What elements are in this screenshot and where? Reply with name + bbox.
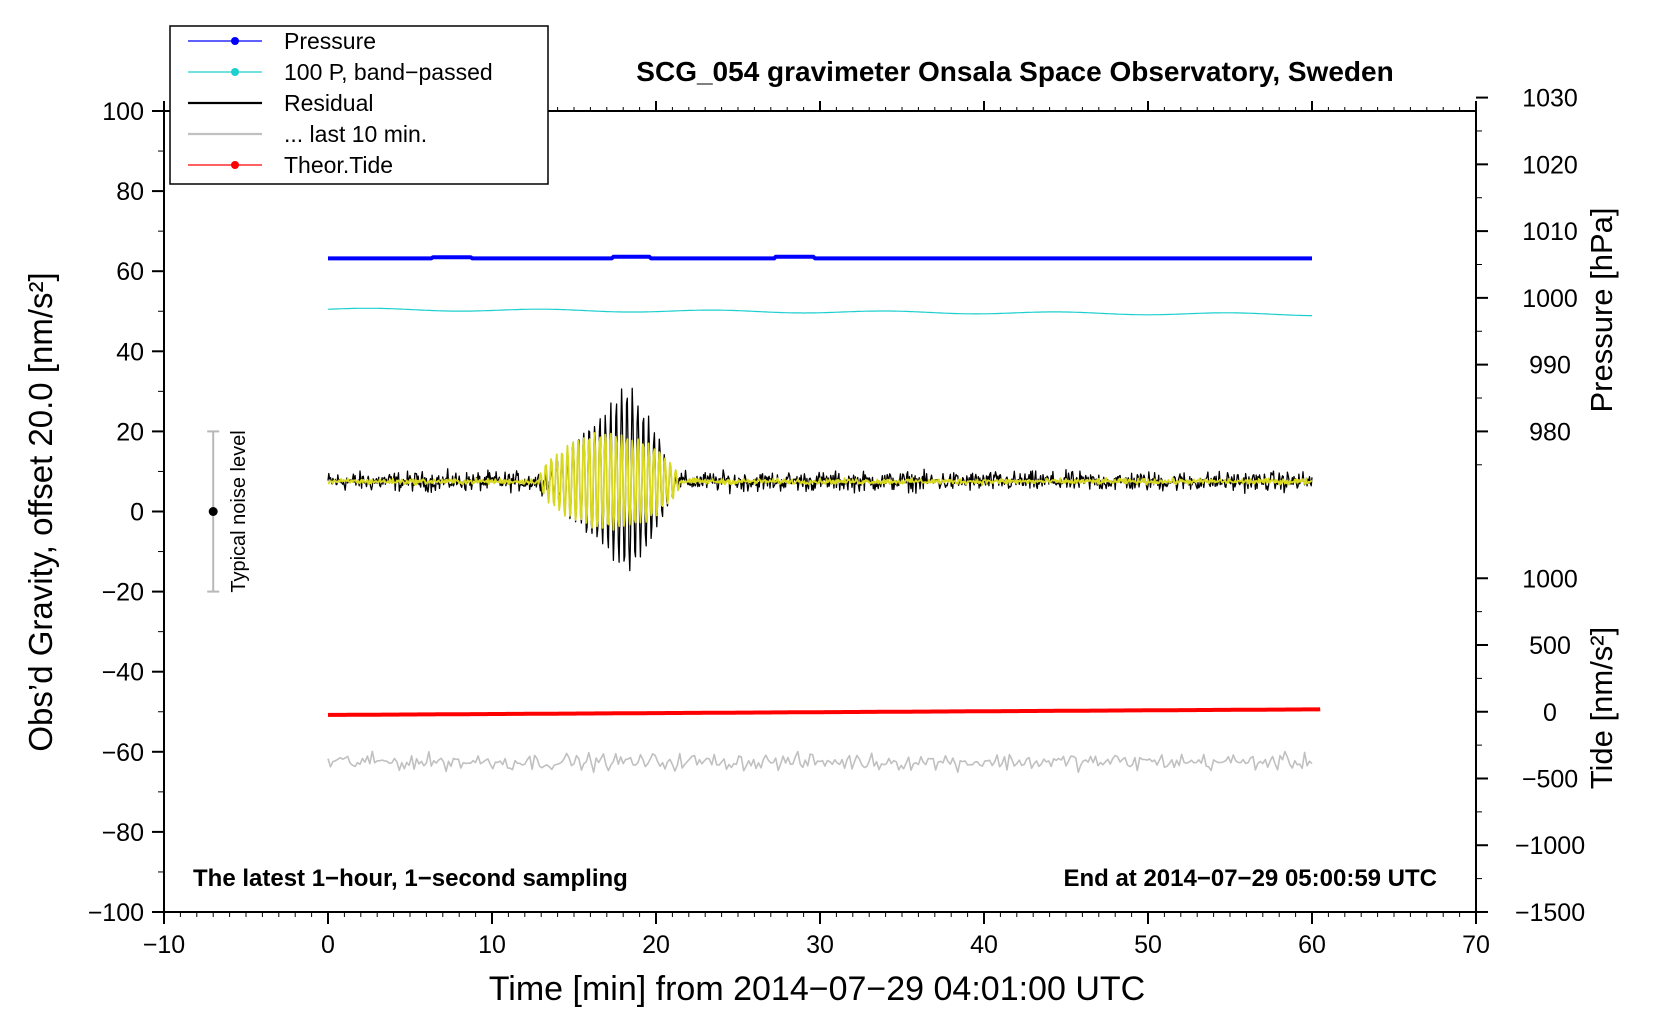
tide-tick-label: 0 (1543, 699, 1557, 727)
chart-title: SCG_054 gravimeter Onsala Space Observat… (636, 56, 1393, 87)
x-axis-label: Time [min] from 2014−07−29 04:01:00 UTC (489, 970, 1145, 1008)
pressure-tick-label: 1030 (1522, 85, 1578, 113)
y-tick-label: 80 (116, 178, 144, 206)
noise-bar-label: Typical noise level (228, 430, 250, 592)
pressure-tick-label: 1010 (1522, 218, 1578, 246)
pressure-tick-label: 1020 (1522, 151, 1578, 179)
x-tick-label: 40 (970, 931, 998, 959)
tide-tick-label: 1000 (1522, 565, 1578, 593)
y-tick-label: 0 (130, 499, 144, 527)
legend-box (169, 25, 549, 185)
legend-label: ... last 10 min. (284, 121, 427, 147)
legend-marker (231, 68, 239, 76)
tide-tick-label: −1500 (1515, 899, 1585, 927)
y-tick-label: 40 (116, 338, 144, 366)
legend-label: Theor.Tide (284, 152, 393, 178)
annotation-sampling: The latest 1−hour, 1−second sampling (193, 865, 628, 892)
tide-tick-label: 500 (1529, 632, 1571, 660)
legend-marker (231, 37, 239, 45)
x-tick-label: 10 (478, 931, 506, 959)
y-tick-label: −40 (102, 659, 144, 687)
pressure-tick-label: 1000 (1522, 285, 1578, 313)
y-axis-label-tide: Tide [nm/s²] (1584, 627, 1619, 790)
legend-marker (231, 161, 239, 169)
y-tick-label: −80 (102, 819, 144, 847)
x-tick-label: 30 (806, 931, 834, 959)
x-tick-label: 60 (1298, 931, 1326, 959)
pressure-tick-label: 980 (1529, 418, 1571, 446)
annotation-end-time: End at 2014−07−29 05:00:59 UTC (1063, 865, 1437, 892)
x-tick-label: 0 (321, 931, 335, 959)
x-tick-label: −10 (143, 931, 185, 959)
series-line-pressure (327, 254, 1313, 261)
x-tick-label: 70 (1462, 931, 1490, 959)
x-tick-label: 50 (1134, 931, 1162, 959)
plot-frame (163, 110, 1477, 913)
y-tick-label: 20 (116, 418, 144, 446)
legend-label: 100 P, band−passed (284, 59, 493, 85)
legend-label: Pressure (284, 28, 376, 54)
y-tick-label: −60 (102, 739, 144, 767)
y-axis-label-pressure: Pressure [hPa] (1584, 207, 1619, 412)
y-tick-label: 60 (116, 258, 144, 286)
x-tick-label: 20 (642, 931, 670, 959)
pressure-tick-label: 990 (1529, 352, 1571, 380)
tide-tick-label: −1000 (1515, 832, 1585, 860)
y-tick-label: 100 (102, 98, 144, 126)
y-tick-label: −20 (102, 579, 144, 607)
y-tick-label: −100 (88, 899, 144, 927)
y-axis-label-left: Obs’d Gravity, offset 20.0 [nm/s²] (22, 272, 59, 751)
series-line-filtered (327, 432, 1313, 531)
legend-label: Residual (284, 90, 374, 116)
series-line-theor-tide (327, 707, 1321, 717)
tide-tick-label: −500 (1522, 765, 1578, 793)
series-line-last-10-min (327, 750, 1313, 774)
series-line-100-p-band-passed (328, 307, 1312, 317)
noise-bar-center-dot (208, 507, 218, 516)
